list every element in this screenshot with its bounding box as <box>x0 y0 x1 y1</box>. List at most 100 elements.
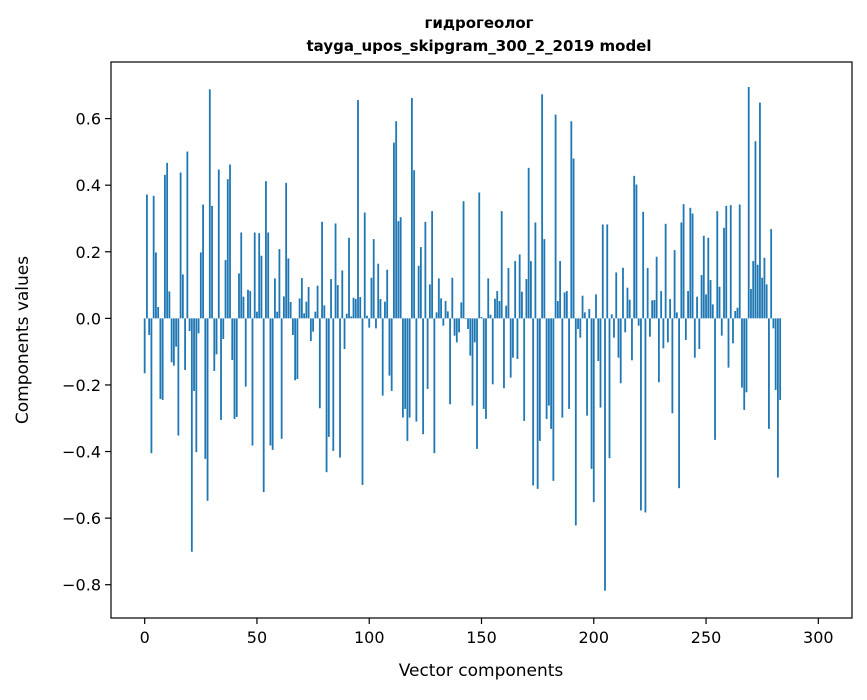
bar <box>287 258 290 319</box>
bar <box>754 141 757 319</box>
bar-series <box>143 86 782 591</box>
bar <box>518 254 521 319</box>
bar <box>640 318 642 511</box>
bar <box>458 318 460 333</box>
bar <box>736 307 739 319</box>
bar <box>689 207 692 319</box>
bar <box>684 318 687 340</box>
bar <box>507 268 510 319</box>
bar <box>437 278 440 319</box>
bar <box>525 279 528 319</box>
bar <box>208 89 211 319</box>
bar <box>750 289 752 319</box>
bar <box>433 318 436 454</box>
bar <box>345 313 348 319</box>
bar <box>606 224 609 319</box>
bar <box>601 224 604 319</box>
bar <box>610 314 613 319</box>
bar <box>761 277 764 319</box>
bar <box>152 195 155 319</box>
bar <box>325 318 328 473</box>
bar <box>184 318 186 370</box>
bar <box>163 174 166 319</box>
bar <box>759 102 761 319</box>
bar <box>386 269 389 319</box>
bar <box>341 270 344 319</box>
bar <box>592 318 595 503</box>
bar <box>213 318 216 371</box>
bar <box>426 318 429 389</box>
bar <box>390 318 393 391</box>
bar <box>348 237 350 319</box>
bar <box>321 221 323 319</box>
bar <box>678 318 680 489</box>
x-tick-label: 100 <box>354 628 385 647</box>
bar <box>444 301 447 319</box>
bar <box>682 204 685 319</box>
bar <box>487 278 490 319</box>
bar <box>262 318 265 493</box>
bar <box>577 318 579 330</box>
bar <box>294 318 297 381</box>
bar <box>428 284 431 319</box>
bar <box>489 314 492 319</box>
bar <box>179 172 182 319</box>
bar <box>155 252 157 319</box>
bar <box>521 291 523 319</box>
bar <box>372 239 375 319</box>
x-axis: 0 50 100 150 200 250 300 <box>140 618 834 647</box>
bar <box>626 287 629 319</box>
bar <box>617 318 620 358</box>
x-tick-label: 0 <box>140 628 150 647</box>
bar <box>375 318 377 329</box>
bar <box>265 181 267 319</box>
bar <box>415 318 418 422</box>
bar <box>675 312 678 319</box>
bar <box>379 299 382 319</box>
bar <box>743 318 746 410</box>
bar <box>777 318 779 478</box>
bar <box>357 99 359 319</box>
bar <box>723 227 725 319</box>
bar <box>586 318 588 416</box>
bar <box>229 164 231 319</box>
bar <box>745 318 748 393</box>
bar <box>559 261 561 319</box>
bar <box>215 318 218 355</box>
bar <box>482 318 485 409</box>
bar <box>527 167 530 319</box>
y-axis: −0.8 −0.6 −0.4 −0.2 0.0 0.2 0.4 0.6 <box>62 110 111 595</box>
bar <box>469 318 472 356</box>
bar <box>547 318 550 406</box>
bar <box>363 212 366 319</box>
bar <box>583 312 586 319</box>
bar <box>565 291 568 319</box>
bar <box>720 318 723 336</box>
bar <box>424 221 427 319</box>
bar <box>494 298 496 319</box>
y-tick-label: −0.4 <box>62 443 101 462</box>
bar <box>303 313 306 319</box>
bar <box>267 232 270 319</box>
bar <box>765 284 768 319</box>
bar <box>408 318 411 418</box>
plot-frame <box>110 61 853 619</box>
bar <box>714 318 716 440</box>
bar <box>772 318 775 329</box>
bar <box>550 318 553 429</box>
bar <box>707 237 710 319</box>
bar <box>332 318 335 451</box>
x-tick-label: 50 <box>247 628 267 647</box>
bar <box>496 291 499 319</box>
bar <box>296 318 299 379</box>
bar <box>473 318 476 343</box>
bar <box>716 211 719 319</box>
bar <box>381 318 384 396</box>
bar <box>274 278 276 319</box>
bar <box>249 291 252 319</box>
bar <box>673 250 676 319</box>
bar <box>455 318 458 343</box>
chart-subtitle: tayga_upos_skipgram_300_2_2019 model <box>307 37 652 55</box>
bar <box>370 277 373 319</box>
bar <box>170 318 173 363</box>
